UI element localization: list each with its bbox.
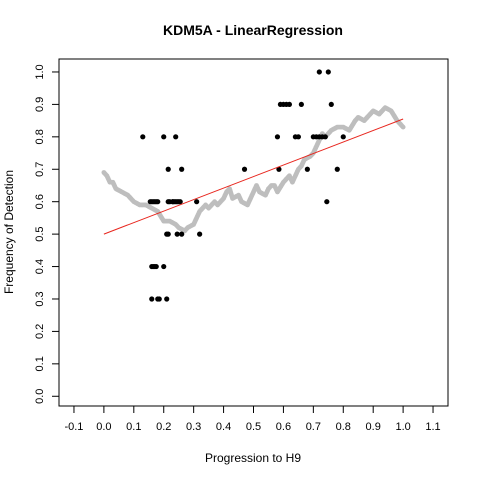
observed-point	[165, 166, 171, 172]
y-tick-label: 1.0	[34, 64, 46, 79]
observed-series	[140, 69, 346, 302]
x-axis: -0.1 0.0 0.1 0.2 0.3 0.4 0.5 0.6 0.7 0.8 0.9 1.0 1.1	[64, 406, 441, 433]
observed-point	[324, 199, 330, 205]
x-tick-label: 0.5	[246, 421, 261, 433]
observed-point	[179, 166, 185, 172]
observed-point	[173, 134, 179, 140]
regression-line	[103, 118, 404, 235]
x-tick-label: 0.6	[276, 421, 291, 433]
y-tick-label: 0.0	[34, 389, 46, 404]
chart-title: KDM5A - LinearRegression	[163, 22, 343, 38]
x-tick-label: 0.0	[96, 421, 111, 433]
y-axis: 0.0 0.1 0.2 0.3 0.4 0.5 0.6 0.7 0.8 0.9 1.0	[34, 64, 59, 404]
observed-point	[322, 134, 328, 140]
x-axis-label: Progression to H9	[205, 451, 301, 465]
x-tick-label: 0.9	[366, 421, 381, 433]
observed-point	[286, 101, 293, 108]
observed-point	[161, 263, 167, 270]
y-tick-label: 0.2	[34, 324, 46, 339]
observed-point	[276, 166, 282, 172]
y-tick-label: 0.1	[34, 356, 46, 371]
y-tick-label: 0.5	[34, 226, 46, 241]
observed-point	[161, 134, 167, 140]
y-tick-label: 0.9	[34, 97, 46, 112]
series-layer	[101, 69, 406, 302]
x-tick-label: 0.2	[156, 421, 171, 433]
observed-point	[304, 166, 310, 172]
x-tick-label: 0.4	[216, 421, 231, 433]
observed-point	[328, 101, 334, 108]
observed-point	[316, 134, 322, 140]
y-tick-label: 0.3	[34, 291, 46, 306]
observed-point	[197, 231, 203, 237]
observed-point	[164, 296, 170, 302]
observed-point	[165, 231, 171, 237]
observed-point	[325, 69, 331, 75]
observed-point	[241, 166, 248, 172]
observed-point	[179, 231, 185, 237]
observed-point	[334, 166, 340, 172]
smoothed-point	[400, 124, 406, 130]
y-tick-label: 0.7	[34, 162, 46, 177]
y-tick-label: 0.4	[34, 259, 46, 274]
observed-point	[140, 134, 146, 140]
observed-point	[298, 101, 304, 108]
observed-point	[340, 134, 346, 140]
observed-point	[155, 199, 161, 205]
observed-point	[170, 199, 176, 205]
observed-point	[155, 296, 161, 302]
observed-point	[194, 199, 200, 205]
x-tick-label: 1.0	[395, 421, 410, 433]
observed-point	[295, 134, 301, 140]
x-tick-label: 0.7	[306, 421, 321, 433]
smoothed-series	[101, 105, 406, 234]
y-tick-label: 0.6	[34, 194, 46, 209]
x-tick-label: 0.8	[336, 421, 351, 433]
observed-point	[149, 296, 155, 302]
x-tick-label: 0.3	[186, 421, 201, 433]
y-axis-label: Frequency of Detection	[2, 170, 16, 294]
observed-point	[153, 263, 159, 270]
x-tick-label: -0.1	[64, 421, 83, 433]
x-tick-label: 0.1	[126, 421, 141, 433]
observed-point	[177, 199, 183, 205]
observed-point	[174, 231, 180, 237]
y-tick-label: 0.8	[34, 129, 46, 144]
observed-point	[274, 134, 281, 140]
x-tick-label: 1.1	[425, 421, 440, 433]
observed-point	[316, 69, 322, 75]
